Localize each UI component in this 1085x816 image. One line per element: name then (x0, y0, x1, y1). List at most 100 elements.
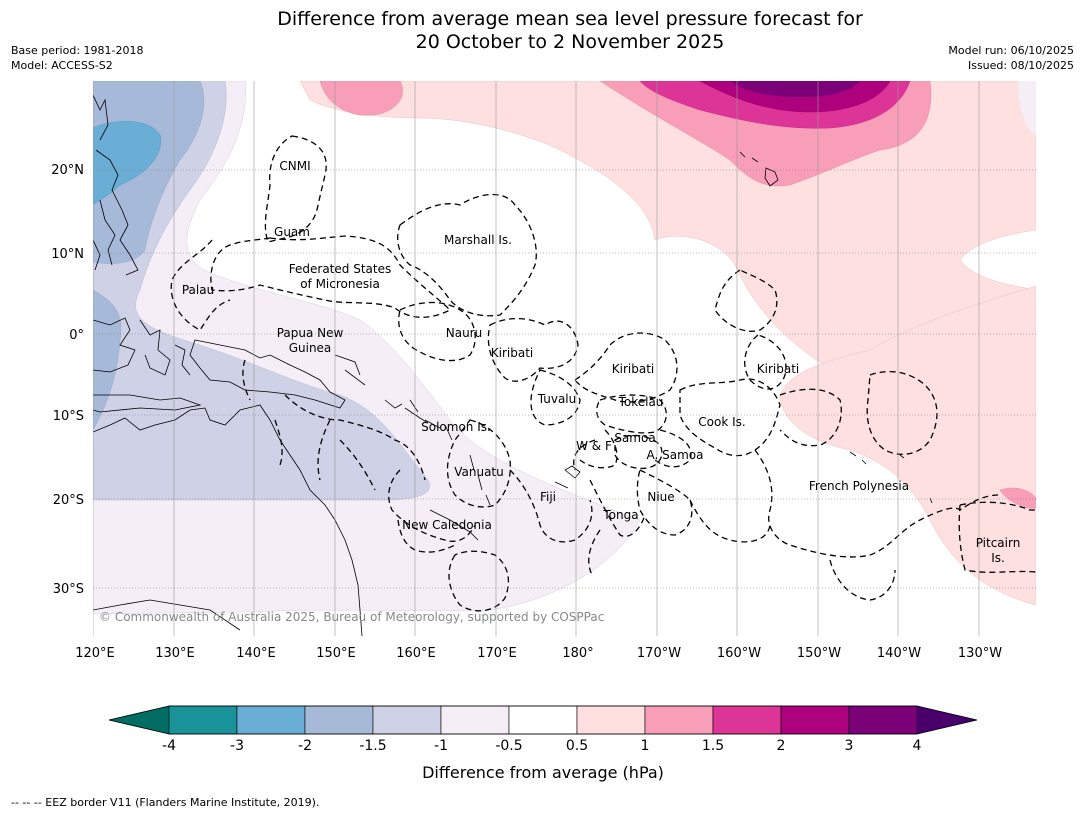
map-title: Difference from average mean sea level p… (0, 8, 1085, 54)
lon-label: 120°E (75, 646, 115, 661)
label-nauru: Nauru (446, 326, 482, 340)
label-kiribati-east: Kiribati (757, 362, 799, 376)
colorbar-swatch (168, 705, 238, 735)
colorbar-under-arrow (109, 706, 169, 734)
colorbar-tick-label: -0.5 (495, 738, 522, 754)
colorbar-tick-label: 3 (845, 738, 854, 754)
lon-label: 150°W (797, 646, 841, 661)
colorbar-swatch (576, 705, 646, 735)
colorbar-swatch (508, 705, 578, 735)
label-marshall: Marshall Is. (444, 233, 512, 247)
label-niue: Niue (647, 490, 674, 504)
label-png-2: Guinea (289, 341, 332, 355)
base-period: Base period: 1981-2018 (11, 44, 144, 57)
colorbar-tick-label: 2 (777, 738, 786, 754)
colorbar: -4 -3 -2 -1.5 -1 -0.5 0.5 1 1.5 2 3 4 Difference fr… (108, 705, 978, 782)
label-fiji: Fiji (540, 490, 556, 504)
colorbar-tick-label: 0.5 (566, 738, 588, 754)
lon-label: 130°E (155, 646, 195, 661)
colorbar-swatch (440, 705, 510, 735)
label-kiribati-west: Kiribati (491, 346, 533, 360)
label-cnmi: CNMI (279, 159, 310, 173)
label-pitcairn-1: Pitcairn (976, 536, 1021, 550)
lat-label: 0° (69, 328, 84, 343)
label-french-polynesia: French Polynesia (809, 479, 909, 493)
label-american-samoa: A. Samoa (647, 448, 704, 462)
label-pitcairn-2: Is. (991, 551, 1005, 565)
contour-neg-weak-ne (1018, 81, 1036, 135)
lon-label: 130°W (958, 646, 1002, 661)
coastline-indonesia (93, 317, 202, 413)
colorbar-swatch (372, 705, 442, 735)
colorbar-tick-label: -3 (230, 738, 244, 754)
label-palau: Palau (182, 283, 214, 297)
colorbar-label: Difference from average (hPa) (422, 763, 664, 782)
colorbar-swatch (304, 705, 374, 735)
lon-label: 170°E (477, 646, 517, 661)
label-fsm-2: of Micronesia (300, 277, 380, 291)
label-vanuatu: Vanuatu (454, 465, 504, 479)
label-samoa: Samoa (614, 431, 655, 445)
lat-label: 10°N (51, 247, 84, 262)
lat-label: 30°S (53, 582, 84, 597)
colorbar-swatch (644, 705, 714, 735)
lon-label: 150°E (316, 646, 356, 661)
colorbar-tick-label: -1 (434, 738, 448, 754)
graticule (93, 81, 980, 636)
colorbar-tick-label: 1 (641, 738, 650, 754)
label-tonga: Tonga (602, 508, 638, 522)
colorbar-tick-label: 4 (913, 738, 922, 754)
colorbar-tick-label: -2 (298, 738, 312, 754)
colorbar-swatch (780, 705, 850, 735)
label-png-1: Papua New (277, 326, 344, 340)
copyright-notice: © Commonwealth of Australia 2025, Bureau… (99, 610, 604, 624)
colorbar-ticks: -4 -3 -2 -1.5 -1 -0.5 0.5 1 1.5 2 3 4 (162, 738, 922, 754)
longitude-labels: 120°E 130°E 140°E 150°E 160°E 170°E 180°… (75, 646, 1002, 661)
model-run: Model run: 06/10/2025 (948, 44, 1074, 57)
colorbar-tick-label: 1.5 (702, 738, 724, 754)
contour-neg-1 (93, 81, 430, 501)
colorbar-swatch (236, 705, 306, 735)
model-name: Model: ACCESS-S2 (11, 59, 113, 72)
coastline-islands (409, 151, 933, 541)
label-wallis-futuna: W & F (576, 439, 612, 453)
contour-pos-weak-south (779, 285, 1036, 606)
meta-left: Base period: 1981-2018 Model: ACCESS-S2 (11, 43, 143, 73)
label-guam: Guam (274, 225, 310, 239)
lat-label: 10°S (53, 409, 84, 424)
coastline-australia (93, 404, 363, 636)
pressure-anomaly-field: CNMI Guam Marshall Is. Federated States … (93, 81, 1036, 636)
issued-date: Issued: 08/10/2025 (967, 59, 1074, 72)
coastline-new-guinea (189, 339, 429, 424)
latitude-labels: 20°N 10°N 0° 10°S 20°S 30°S (51, 163, 84, 597)
lon-label: 160°E (396, 646, 436, 661)
colorbar-tick-label: -1.5 (359, 738, 386, 754)
lon-label: 170°W (637, 646, 681, 661)
label-fsm-1: Federated States (289, 262, 391, 276)
contour-pos-3 (730, 81, 860, 97)
colorbar-over-arrow (917, 706, 977, 734)
coastline-philippines (93, 94, 139, 276)
colorbar-swatch (712, 705, 782, 735)
lon-label: 180° (562, 646, 593, 661)
meta-right: Model run: 06/10/2025 Issued: 08/10/2025 (948, 43, 1074, 73)
colorbar-swatch (848, 705, 918, 735)
lat-label: 20°S (53, 493, 84, 508)
label-new-caledonia: New Caledonia (402, 518, 492, 532)
colorbar-tick-label: -4 (162, 738, 176, 754)
graticule-lat (93, 169, 1036, 589)
place-labels: CNMI Guam Marshall Is. Federated States … (182, 159, 1020, 565)
label-cook-islands: Cook Is. (698, 415, 745, 429)
title-line-1: Difference from average mean sea level p… (277, 8, 863, 30)
label-tuvalu: Tuvalu (537, 392, 577, 406)
contour-neg-2 (93, 120, 162, 206)
eez-footnote: -- -- -- EEZ border V11 (Flanders Marine… (11, 796, 320, 809)
lat-label: 20°N (51, 163, 84, 178)
title-line-2: 20 October to 2 November 2025 (415, 31, 725, 53)
colorbar-swatches (168, 705, 918, 735)
label-solomon: Solomon Is. (421, 420, 491, 434)
lon-label: 140°E (236, 646, 276, 661)
label-tokelau: Tokelau (618, 395, 664, 409)
eez-borders (170, 135, 1036, 612)
